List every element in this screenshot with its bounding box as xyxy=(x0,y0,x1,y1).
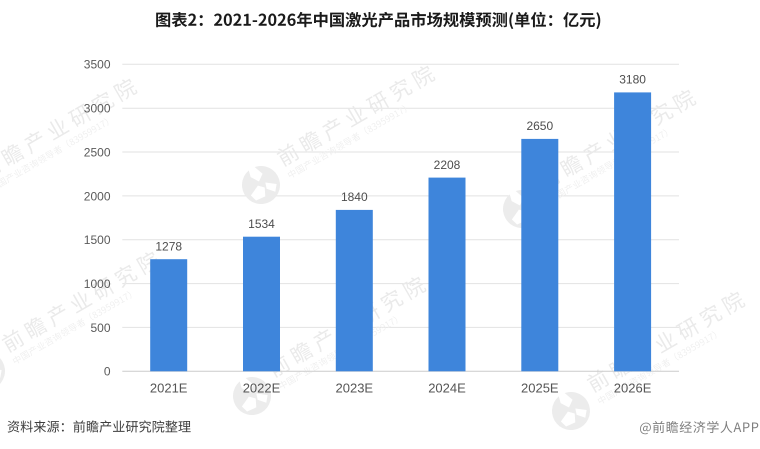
svg-text:2024E: 2024E xyxy=(428,380,466,395)
svg-text:2000: 2000 xyxy=(84,189,111,203)
svg-text:1840: 1840 xyxy=(341,190,368,204)
svg-text:2023E: 2023E xyxy=(336,380,374,395)
svg-text:3500: 3500 xyxy=(84,58,111,72)
svg-text:2022E: 2022E xyxy=(243,380,281,395)
svg-text:2208: 2208 xyxy=(434,158,461,172)
svg-text:1534: 1534 xyxy=(248,217,275,231)
svg-text:2650: 2650 xyxy=(526,119,553,133)
svg-text:0: 0 xyxy=(104,365,111,379)
svg-text:1000: 1000 xyxy=(84,277,111,291)
svg-text:3000: 3000 xyxy=(84,102,111,116)
svg-text:2026E: 2026E xyxy=(614,380,652,395)
svg-text:2025E: 2025E xyxy=(521,380,559,395)
svg-text:2500: 2500 xyxy=(84,145,111,159)
svg-text:1278: 1278 xyxy=(155,239,182,253)
svg-text:2021E: 2021E xyxy=(150,380,188,395)
svg-text:500: 500 xyxy=(90,321,110,335)
svg-text:1500: 1500 xyxy=(84,233,111,247)
svg-text:3180: 3180 xyxy=(619,73,646,87)
